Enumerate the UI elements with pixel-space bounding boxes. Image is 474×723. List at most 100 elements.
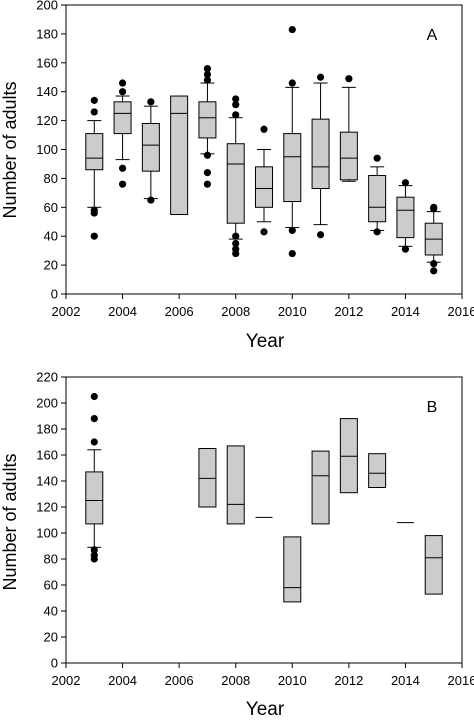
y-tick-label: 160 (36, 448, 58, 463)
outlier-point (90, 108, 98, 116)
x-axis-title: Year (246, 699, 285, 718)
x-tick-label: 2004 (108, 673, 137, 688)
y-tick-label: 100 (36, 526, 58, 541)
x-tick-label: 2008 (221, 673, 250, 688)
x-tick-label: 2006 (165, 304, 194, 319)
outlier-point (90, 392, 98, 401)
y-tick-label: 80 (44, 171, 58, 186)
y-tick-label: 220 (36, 370, 58, 385)
box-iqr (339, 418, 358, 494)
x-tick-label: 2002 (52, 304, 81, 319)
outlier-point (203, 151, 212, 159)
box-2008 (226, 445, 245, 525)
x-tick-label: 2014 (391, 304, 420, 319)
box-iqr (311, 118, 330, 190)
box-iqr (141, 122, 160, 172)
y-axis-title: Number of adults (0, 81, 20, 218)
outlier-point (118, 88, 127, 96)
box-iqr (198, 101, 217, 139)
box-iqr (170, 95, 189, 216)
plot-frame (65, 376, 463, 664)
outlier-point (288, 249, 296, 258)
box-iqr (226, 143, 245, 224)
outlier-point (232, 111, 240, 119)
outlier-point (147, 196, 155, 204)
box-iqr (311, 450, 330, 525)
y-tick-label: 20 (44, 258, 58, 273)
box-2015 (424, 203, 443, 275)
panel-label: B (427, 399, 438, 416)
box-2012 (339, 418, 358, 494)
outlier-point (401, 179, 410, 187)
box-2005 (141, 98, 160, 204)
box-iqr (368, 175, 387, 223)
outlier-point (430, 267, 438, 275)
box-iqr (396, 196, 415, 239)
y-axis-title: Number of adults (0, 453, 20, 590)
outlier-point (203, 180, 212, 188)
panel-b: 0 20 40 60 80 100 120 140 160 180 200 220 2002 2004 20… (0, 370, 474, 721)
y-tick-label: 60 (44, 200, 58, 215)
x-tick-label: 2002 (52, 673, 81, 688)
box-iqr (368, 453, 387, 489)
x-tick-label: 2006 (165, 673, 194, 688)
outlier-point (430, 203, 438, 211)
outlier-point (401, 245, 410, 253)
outlier-point (345, 75, 353, 83)
outlier-point (232, 232, 240, 240)
box-2008 (226, 95, 245, 258)
outlier-point (90, 551, 98, 559)
outlier-point (203, 76, 212, 84)
outlier-point (118, 79, 127, 87)
y-tick-label: 180 (36, 26, 58, 41)
y-tick-label: 120 (36, 113, 58, 128)
outlier-point (260, 125, 268, 133)
x-tick-label: 2016 (448, 304, 474, 319)
x-tick-label: 2010 (278, 304, 307, 319)
outlier-point (90, 415, 98, 423)
y-tick-label: 20 (44, 630, 58, 645)
outlier-point (90, 546, 98, 554)
box-2003 (85, 96, 104, 240)
y-tick-label: 40 (44, 229, 58, 244)
box-2010 (283, 25, 302, 258)
outlier-point (90, 206, 98, 214)
outlier-point (203, 70, 212, 78)
outlier-point (232, 95, 240, 103)
box-2003 (85, 392, 104, 563)
box-2014 (396, 179, 415, 253)
outlier-point (232, 101, 240, 109)
box-iqr (198, 448, 217, 508)
x-tick-label: 2012 (334, 304, 363, 319)
outlier-point (90, 232, 98, 240)
x-tick-label: 2016 (448, 673, 474, 688)
box-iqr (85, 471, 104, 525)
box-iqr (113, 101, 132, 135)
box-2011 (311, 73, 330, 239)
box-2015 (424, 535, 443, 595)
outlier-point (288, 226, 296, 235)
outlier-point (232, 239, 240, 248)
box-iqr (255, 166, 273, 208)
box-2006 (170, 95, 189, 216)
outlier-point (288, 25, 296, 34)
y-tick-label: 180 (36, 422, 58, 437)
box-iqr (339, 131, 358, 181)
panel-label: A (427, 27, 438, 44)
y-tick-label: 0 (51, 656, 58, 671)
box-2010 (283, 536, 302, 603)
outlier-point (147, 98, 155, 106)
outlier-point (232, 245, 240, 253)
outlier-point (288, 79, 296, 87)
x-tick-label: 2004 (108, 304, 137, 319)
outlier-point (118, 180, 127, 188)
y-tick-label: 0 (51, 287, 58, 302)
box-2007 (198, 64, 217, 188)
y-tick-label: 140 (36, 84, 58, 99)
x-tick-label: 2010 (278, 673, 307, 688)
y-tick-label: 100 (36, 142, 58, 157)
box-iqr (85, 133, 104, 171)
x-axis-title: Year (246, 331, 285, 352)
